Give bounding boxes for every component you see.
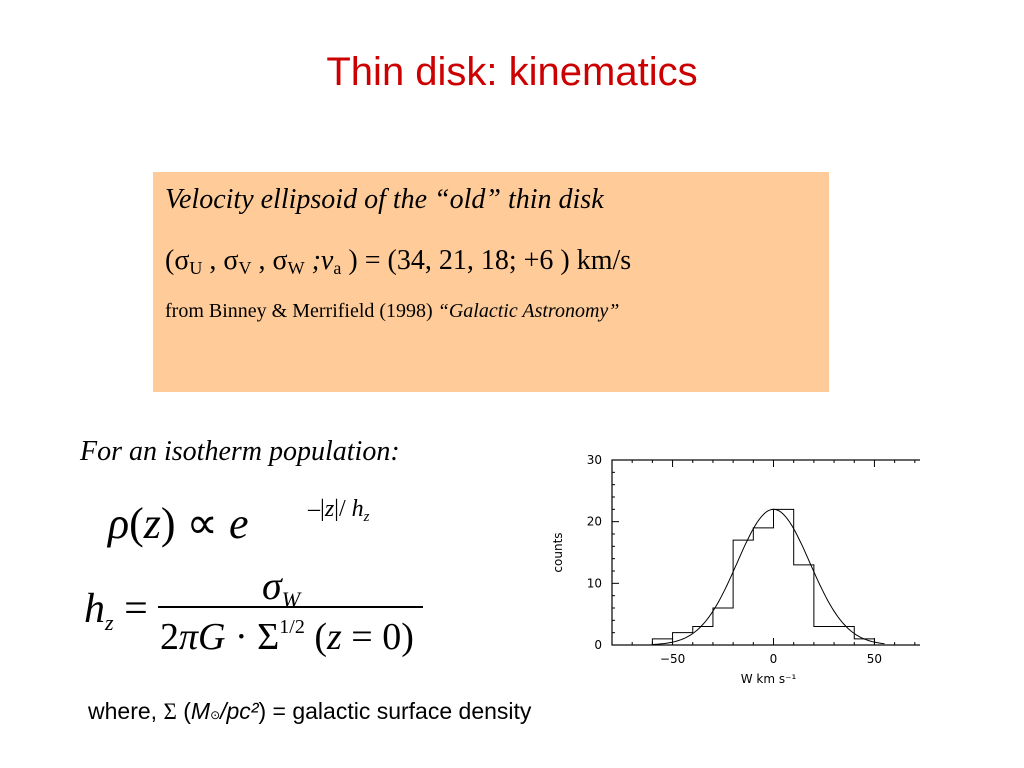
units-open: ( (176, 698, 191, 724)
units-text: /pc² (220, 698, 259, 724)
sigma-w-subscript: W (287, 258, 305, 278)
velocity-histogram-chart: 0 10 20 30 −50 0 50 W km s⁻¹ counts (551, 453, 920, 686)
solar-mass-symbol: M (190, 698, 211, 724)
gaussian-fit-curve (652, 508, 885, 645)
histogram-steps (651, 508, 875, 645)
plot-frame (611, 459, 920, 646)
x-tick-label: 0 (770, 652, 778, 666)
y-tick-label: 10 (587, 576, 602, 590)
y-tick-label: 0 (594, 638, 602, 652)
x-tick-label: −50 (660, 652, 685, 666)
y-tick-label: 20 (587, 515, 602, 529)
slide-title: Thin disk: kinematics (326, 50, 698, 94)
book-title: “Galactic Astronomy” (437, 300, 620, 322)
sigma-symbol: Σ (163, 699, 177, 724)
va-subscript: a (333, 258, 342, 278)
sigma-values: ) = (34, 21, 18; +6 ) km/s (348, 245, 632, 276)
velocity-ellipsoid-box: Velocity ellipsoid of the “old” thin dis… (153, 172, 829, 392)
fraction-bar (158, 606, 423, 608)
chart-layer: 0 10 20 30 −50 0 50 W km s⁻¹ counts (551, 453, 920, 686)
scale-height-symbol: hz = (84, 586, 148, 635)
y-tick-label: 30 (587, 453, 602, 467)
sigma-u-subscript: U (189, 258, 203, 278)
sun-symbol: ⊙ (210, 708, 221, 722)
sigma-v-subscript: V (238, 258, 252, 278)
ellipsoid-heading: Velocity ellipsoid of the “old” thin dis… (165, 184, 604, 215)
scale-height-numerator: σW (262, 563, 301, 612)
surface-density-note: where, Σ (M⊙/pc²) = galactic surface den… (88, 698, 531, 725)
sigma-values-line: (σU , σV , σW ;va ) = (34, 21, 18; +6 ) … (165, 245, 632, 278)
where-suffix: ) = galactic surface density (258, 698, 532, 724)
where-prefix: where, (88, 698, 164, 724)
source-citation: from Binney & Merrifield (1998) “Galacti… (165, 300, 619, 323)
density-exponent: –|z|/ hz (308, 496, 370, 525)
source-text: from Binney & Merrifield (1998) (165, 300, 433, 322)
y-axis-label: counts (551, 532, 565, 572)
density-equation: ρ(z) ∝ e (108, 499, 249, 548)
x-axis-label: W km s⁻¹ (741, 672, 797, 686)
x-tick-label: 50 (867, 652, 882, 666)
isotherm-label: For an isotherm population: (80, 436, 400, 467)
scale-height-denominator: 2πG · Σ1/2 (z = 0) (160, 616, 414, 658)
